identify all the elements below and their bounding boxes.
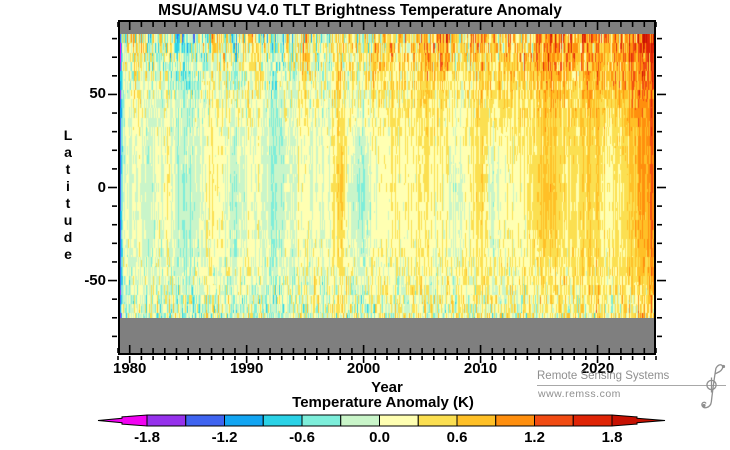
y-axis-title: Latitude bbox=[60, 127, 76, 263]
colorbar-tick-label: 0.6 bbox=[446, 429, 468, 446]
x-axis-title: Year bbox=[371, 379, 403, 396]
x-tick-label: 1980 bbox=[113, 360, 147, 377]
rss-clef-logo-icon bbox=[701, 364, 726, 409]
watermark-company: Remote Sensing Systems bbox=[537, 370, 670, 382]
watermark-divider bbox=[537, 385, 726, 386]
colorbar-tick-label: 0.0 bbox=[369, 429, 390, 446]
colorbar-tick-label: -0.6 bbox=[289, 429, 315, 446]
watermark-url: www.remss.com bbox=[538, 388, 621, 400]
colorbar-tick-label: -1.2 bbox=[211, 429, 238, 446]
x-tick-label: 2000 bbox=[346, 360, 381, 377]
colorbar-tick-label: 1.8 bbox=[601, 429, 623, 446]
colorbar-tick-label: 1.2 bbox=[524, 429, 545, 446]
y-tick-label: 0 bbox=[97, 178, 106, 196]
x-tick-label: 1990 bbox=[229, 360, 264, 377]
plot-area bbox=[118, 20, 656, 355]
y-tick-label: -50 bbox=[84, 271, 106, 289]
chart-title: MSU/AMSU V4.0 TLT Brightness Temperature… bbox=[158, 2, 562, 19]
colorbar bbox=[97, 414, 666, 427]
colorbar-title: Temperature Anomaly (K) bbox=[292, 394, 474, 411]
colorbar-tick-label: -1.8 bbox=[134, 429, 160, 446]
heatmap-canvas bbox=[120, 34, 654, 318]
x-tick-label: 2010 bbox=[463, 360, 498, 377]
y-tick-label: 50 bbox=[89, 85, 106, 103]
x-tick-label: 2020 bbox=[580, 360, 615, 377]
